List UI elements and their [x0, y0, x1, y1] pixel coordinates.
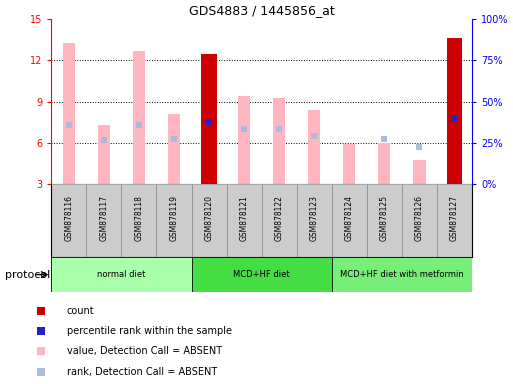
Text: GSM878116: GSM878116: [64, 195, 73, 241]
Bar: [51, 184, 86, 257]
Text: rank, Detection Call = ABSENT: rank, Detection Call = ABSENT: [67, 367, 217, 377]
Bar: [191, 257, 332, 292]
Title: GDS4883 / 1445856_at: GDS4883 / 1445856_at: [189, 3, 334, 17]
Bar: [332, 184, 367, 257]
Bar: [402, 184, 437, 257]
Bar: [378, 143, 390, 184]
Text: MCD+HF diet with metformin: MCD+HF diet with metformin: [340, 270, 464, 279]
Bar: [367, 184, 402, 257]
Bar: [86, 184, 122, 257]
Bar: [168, 114, 180, 184]
Text: GSM878127: GSM878127: [450, 195, 459, 241]
Bar: [437, 184, 472, 257]
Text: GSM878118: GSM878118: [134, 195, 144, 241]
Bar: [238, 96, 250, 184]
Text: normal diet: normal diet: [97, 270, 146, 279]
Text: GSM878124: GSM878124: [345, 195, 354, 241]
Text: GSM878126: GSM878126: [415, 195, 424, 241]
Text: GSM878119: GSM878119: [169, 195, 179, 241]
Text: MCD+HF diet: MCD+HF diet: [233, 270, 290, 279]
Bar: [122, 184, 156, 257]
Bar: [156, 184, 191, 257]
Bar: [332, 257, 472, 292]
Text: protocol: protocol: [5, 270, 50, 280]
Text: GSM878122: GSM878122: [274, 195, 284, 241]
Bar: [343, 144, 356, 184]
Text: count: count: [67, 306, 94, 316]
Bar: [201, 54, 217, 184]
Bar: [51, 257, 191, 292]
Bar: [273, 98, 285, 184]
Bar: [297, 184, 332, 257]
Bar: [227, 184, 262, 257]
Text: value, Detection Call = ABSENT: value, Detection Call = ABSENT: [67, 346, 222, 356]
Text: GSM878120: GSM878120: [205, 195, 213, 241]
Text: GSM878125: GSM878125: [380, 195, 389, 241]
Bar: [413, 160, 425, 184]
Text: GSM878121: GSM878121: [240, 195, 249, 241]
Bar: [308, 110, 320, 184]
Bar: [133, 51, 145, 184]
Bar: [446, 38, 462, 184]
Bar: [262, 184, 297, 257]
Bar: [191, 184, 227, 257]
Bar: [63, 43, 75, 184]
Text: GSM878123: GSM878123: [310, 195, 319, 241]
Text: percentile rank within the sample: percentile rank within the sample: [67, 326, 232, 336]
Text: GSM878117: GSM878117: [100, 195, 108, 241]
Bar: [98, 125, 110, 184]
